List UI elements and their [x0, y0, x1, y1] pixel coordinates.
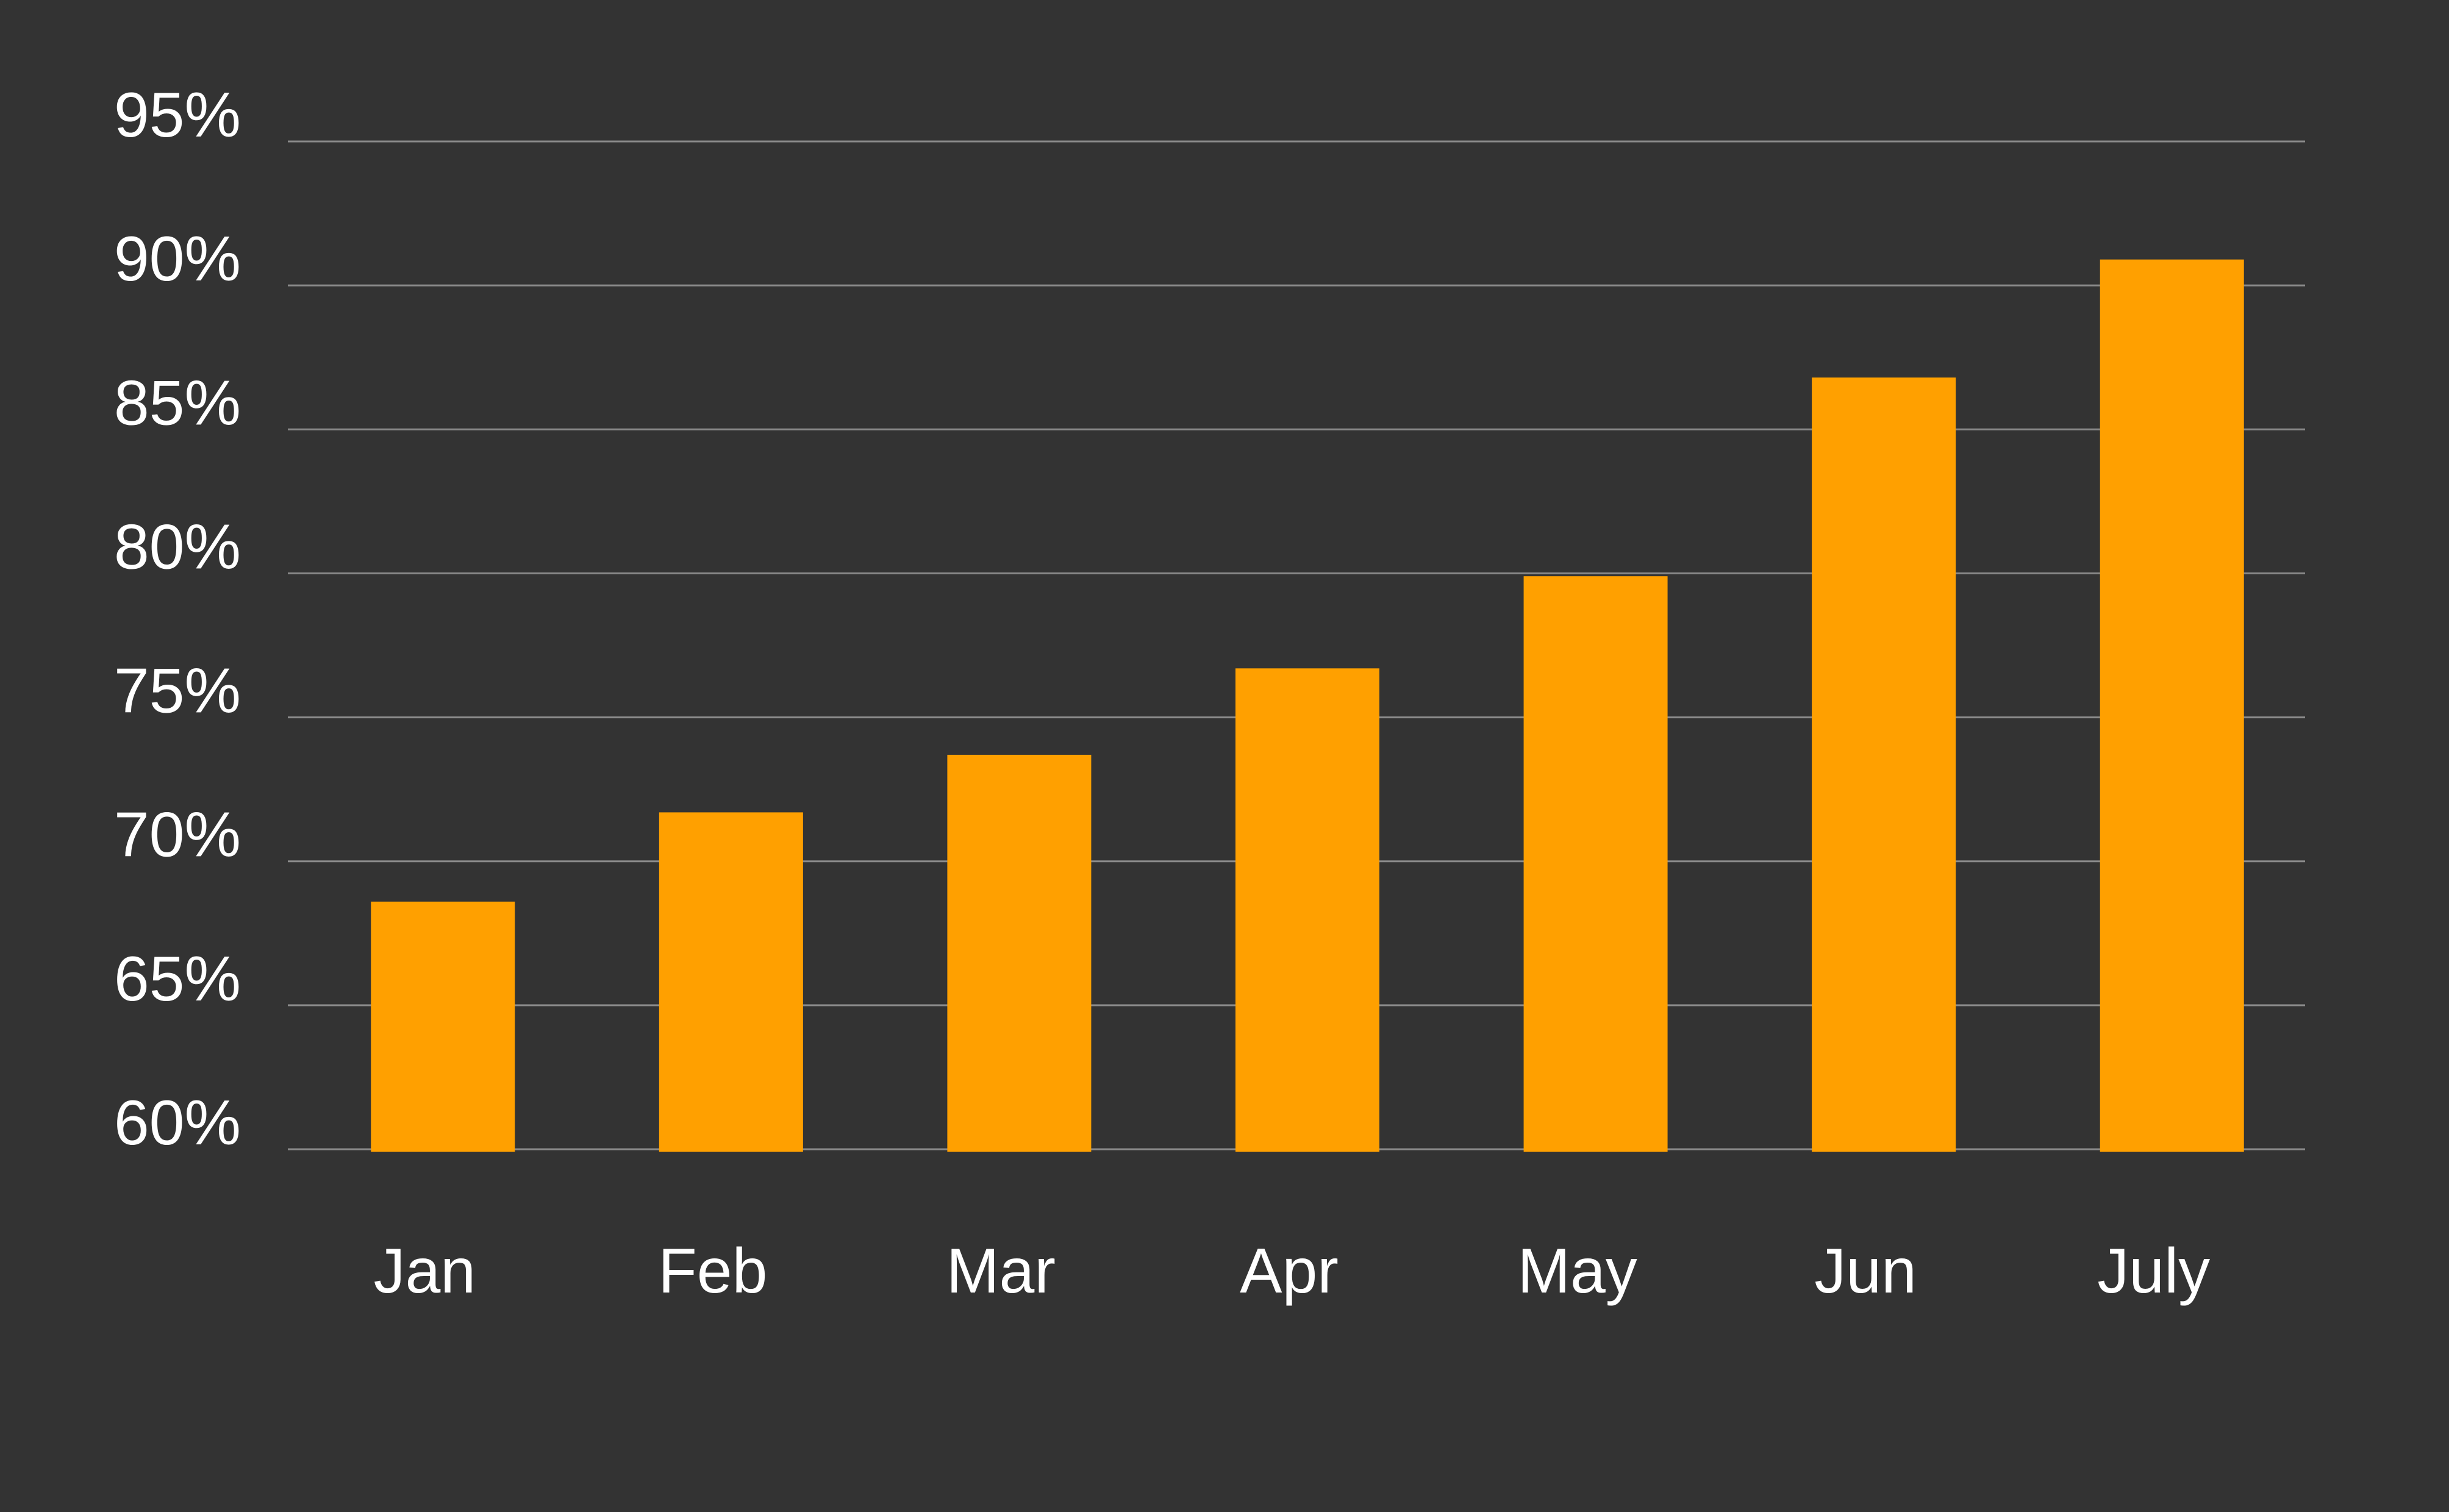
y-tick-label: 80% [114, 512, 241, 582]
x-category-label: Apr [1240, 1236, 1339, 1307]
bars [371, 259, 2244, 1152]
x-category-label: Jun [1814, 1236, 1917, 1307]
y-tick-label: 95% [114, 80, 241, 151]
x-category-label: Jan [373, 1236, 476, 1307]
y-axis-tick-labels: 60% 65% 70% 75% 80% 85% 90% 95% [114, 80, 241, 1158]
x-category-label: Mar [946, 1236, 1056, 1307]
bar-apr [1235, 668, 1379, 1152]
y-tick-label: 65% [114, 944, 241, 1015]
x-category-label: May [1517, 1236, 1637, 1307]
bar-mar [947, 754, 1092, 1152]
x-axis-category-labels: Jan Feb Mar Apr May Jun July [373, 1236, 2210, 1307]
x-category-label: Feb [658, 1236, 767, 1307]
y-tick-label: 70% [114, 800, 241, 871]
bar-jun [1812, 377, 1956, 1152]
bar-feb [659, 812, 803, 1152]
bar-may [1523, 576, 1668, 1152]
x-category-label: July [2097, 1236, 2210, 1307]
bar-july [2100, 259, 2244, 1152]
y-tick-label: 75% [114, 656, 241, 727]
y-tick-label: 85% [114, 368, 241, 438]
bar-jan [371, 901, 515, 1152]
y-tick-label: 90% [114, 224, 241, 294]
y-tick-label: 60% [114, 1088, 241, 1158]
